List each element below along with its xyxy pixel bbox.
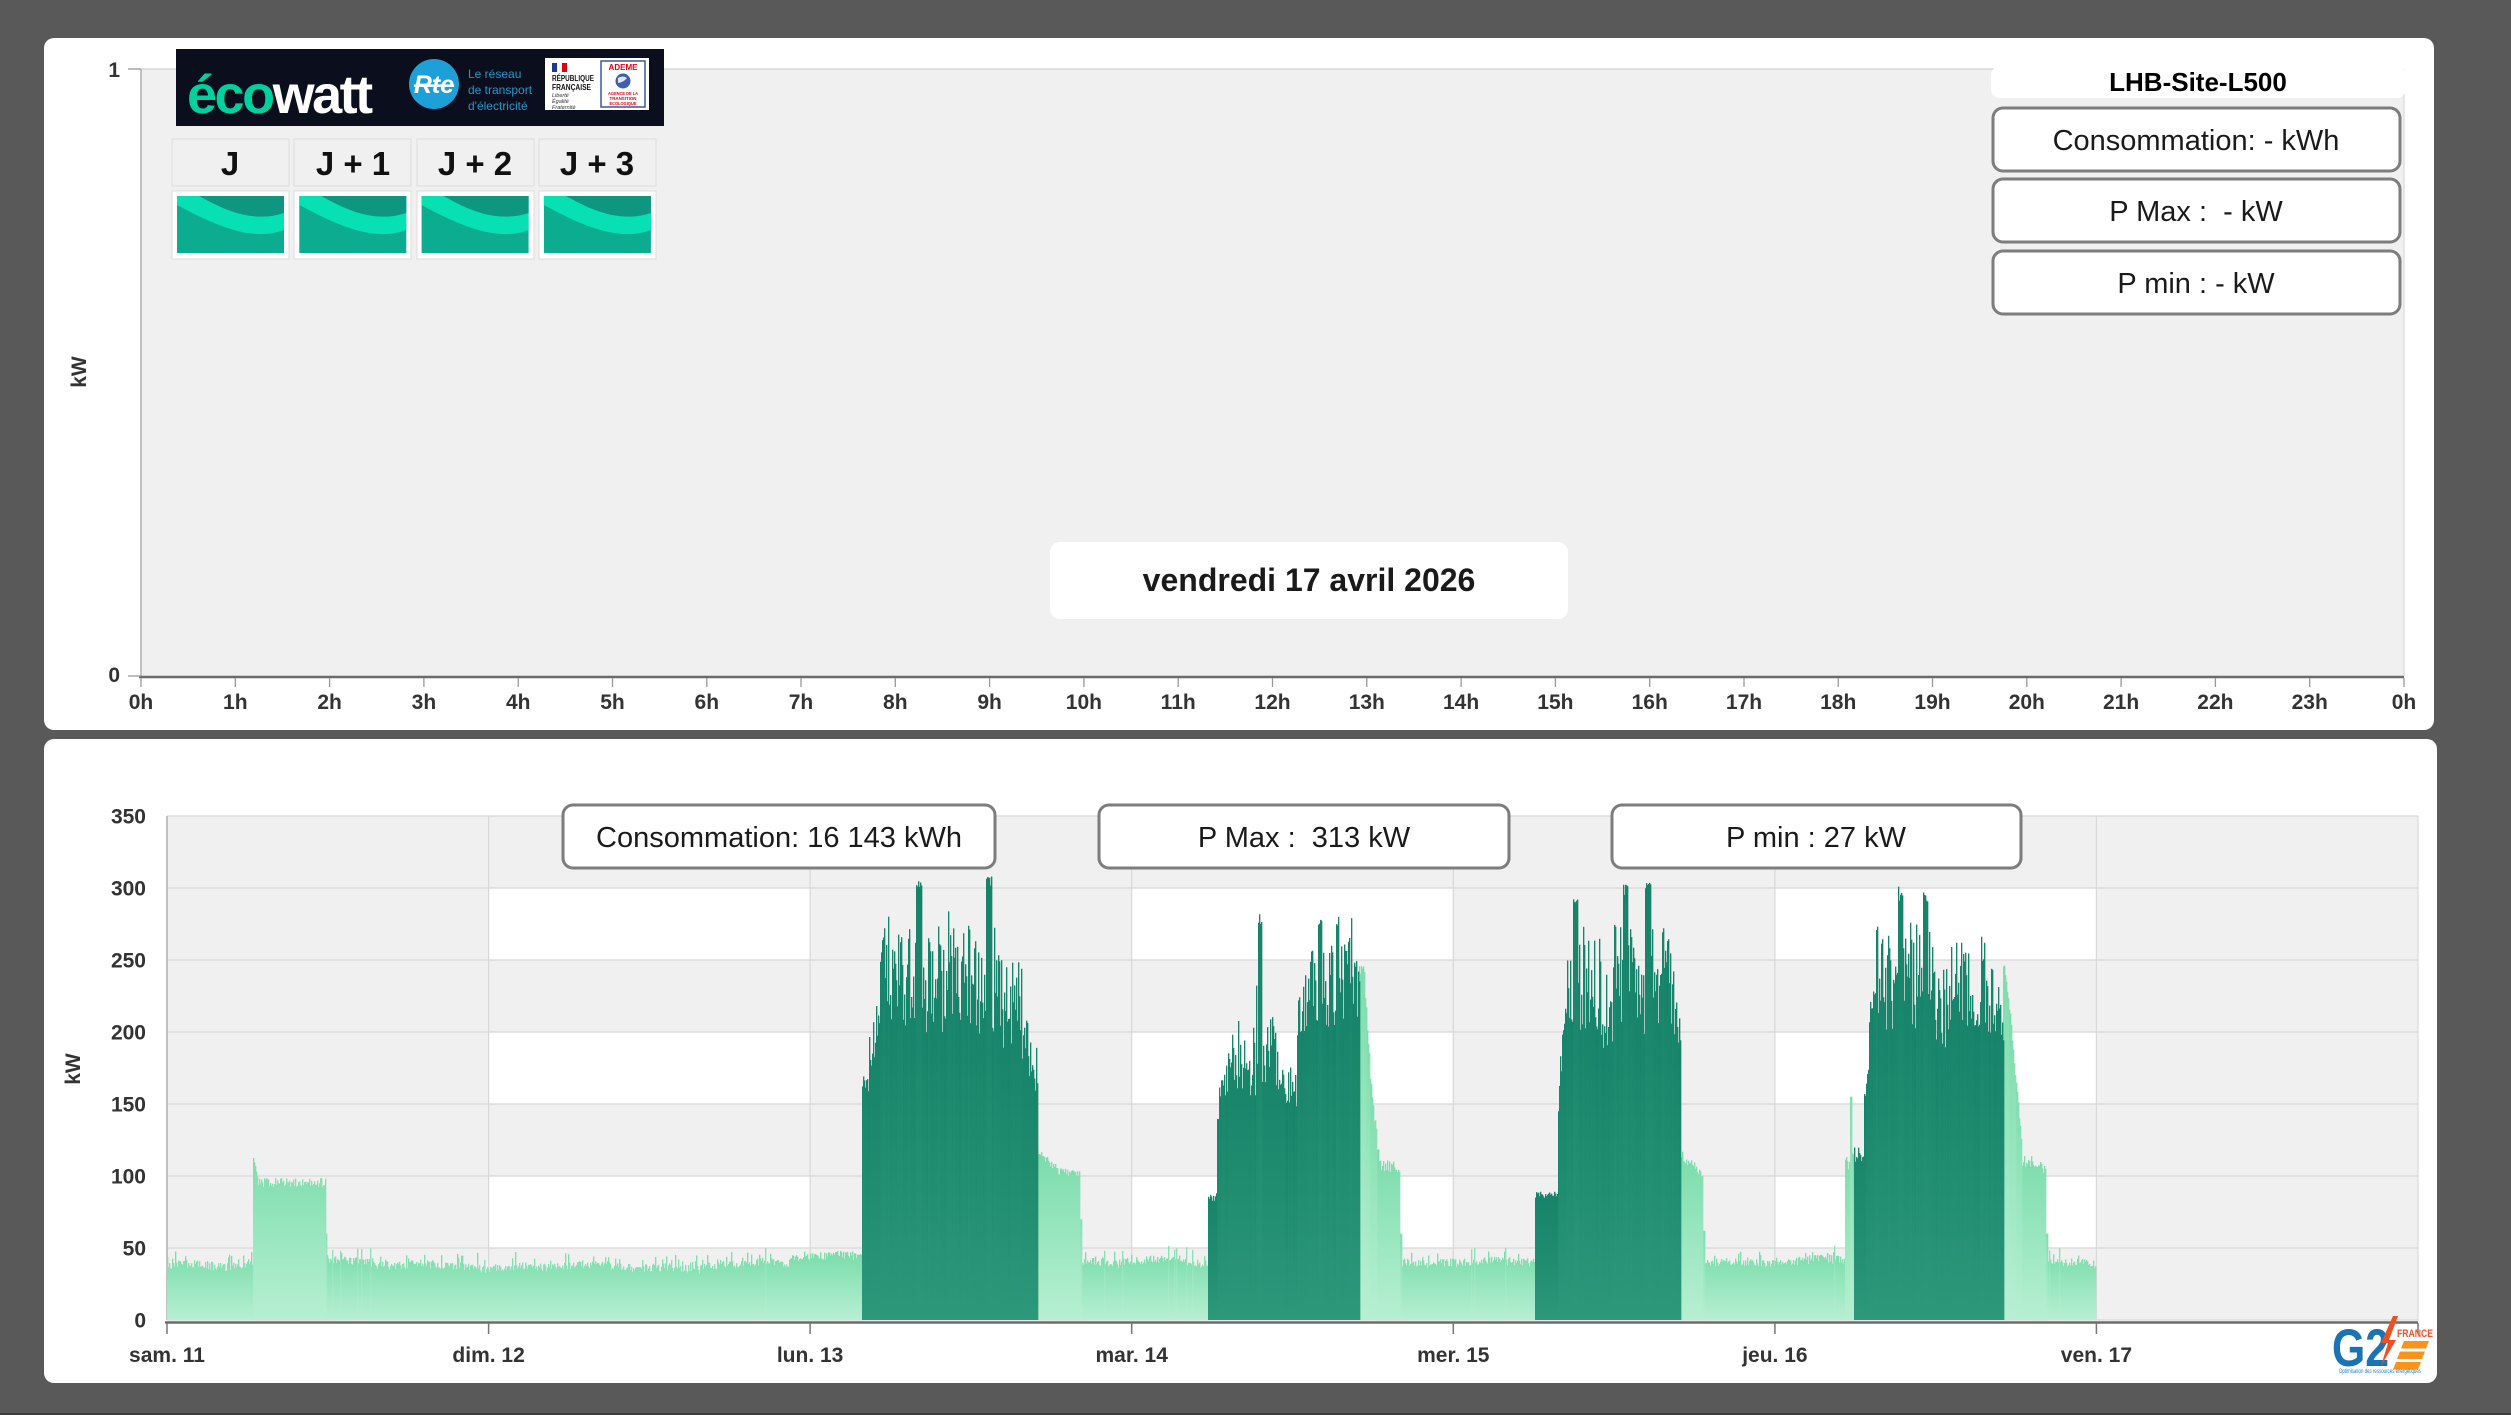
svg-text:250: 250 — [111, 950, 146, 973]
svg-text:d'électricité: d'électricité — [468, 99, 528, 113]
svg-text:Consommation: - kWh: Consommation: - kWh — [2053, 125, 2340, 157]
svg-text:150: 150 — [111, 1094, 146, 1117]
svg-text:P min : 27 kW: P min : 27 kW — [1726, 822, 1907, 854]
svg-text:7h: 7h — [789, 691, 814, 714]
svg-text:3h: 3h — [412, 691, 437, 714]
svg-text:1: 1 — [108, 59, 120, 82]
svg-text:Rte: Rte — [414, 71, 454, 99]
svg-text:RÉPUBLIQUE: RÉPUBLIQUE — [552, 74, 595, 83]
svg-text:LHB-Site-L500: LHB-Site-L500 — [2109, 67, 2287, 97]
svg-text:FRANÇAISE: FRANÇAISE — [552, 83, 592, 92]
svg-text:ven. 17: ven. 17 — [2061, 1344, 2132, 1367]
svg-text:20h: 20h — [2009, 691, 2045, 714]
svg-text:10h: 10h — [1066, 691, 1102, 714]
svg-text:0: 0 — [108, 664, 120, 687]
svg-text:kW: kW — [68, 356, 91, 388]
svg-text:21h: 21h — [2103, 691, 2139, 714]
svg-text:P Max : - kW: P Max : - kW — [2109, 196, 2283, 228]
svg-text:14h: 14h — [1443, 691, 1479, 714]
svg-text:100: 100 — [111, 1166, 146, 1189]
svg-text:11h: 11h — [1161, 691, 1196, 714]
svg-text:ADEME: ADEME — [609, 63, 639, 72]
svg-text:300: 300 — [111, 878, 146, 901]
svg-text:dim. 12: dim. 12 — [452, 1344, 524, 1367]
svg-text:TRANSITION: TRANSITION — [610, 96, 637, 101]
svg-text:mar. 14: mar. 14 — [1095, 1344, 1168, 1367]
svg-text:4h: 4h — [506, 691, 531, 714]
svg-text:AGENCE DE LA: AGENCE DE LA — [608, 91, 638, 96]
svg-text:lun. 13: lun. 13 — [777, 1344, 844, 1367]
svg-text:J + 1: J + 1 — [316, 145, 390, 182]
svg-text:Le réseau: Le réseau — [468, 67, 521, 81]
svg-text:mer. 15: mer. 15 — [1417, 1344, 1490, 1367]
svg-text:kW: kW — [62, 1053, 85, 1085]
svg-text:écowatt: écowatt — [187, 65, 373, 125]
svg-text:18h: 18h — [1820, 691, 1856, 714]
svg-text:19h: 19h — [1914, 691, 1950, 714]
svg-text:vendredi 17 avril 2026: vendredi 17 avril 2026 — [1143, 562, 1476, 598]
svg-text:350: 350 — [111, 806, 146, 829]
svg-text:9h: 9h — [977, 691, 1002, 714]
svg-text:FRANCE: FRANCE — [2397, 1328, 2433, 1340]
svg-text:G2: G2 — [2332, 1319, 2389, 1378]
svg-text:Fraternité: Fraternité — [552, 105, 576, 111]
svg-text:200: 200 — [111, 1022, 146, 1045]
svg-text:sam. 11: sam. 11 — [129, 1344, 205, 1367]
svg-text:0: 0 — [134, 1310, 146, 1333]
svg-text:J: J — [221, 145, 239, 182]
svg-text:8h: 8h — [883, 691, 908, 714]
svg-text:17h: 17h — [1726, 691, 1762, 714]
svg-text:P min : - kW: P min : - kW — [2117, 268, 2275, 300]
svg-text:16h: 16h — [1632, 691, 1668, 714]
svg-text:22h: 22h — [2197, 691, 2233, 714]
svg-text:2h: 2h — [317, 691, 342, 714]
svg-text:50: 50 — [123, 1238, 146, 1261]
svg-text:12h: 12h — [1254, 691, 1290, 714]
svg-text:J + 2: J + 2 — [438, 145, 512, 182]
svg-text:0h: 0h — [129, 691, 154, 714]
svg-text:1h: 1h — [223, 691, 248, 714]
svg-text:23h: 23h — [2292, 691, 2328, 714]
svg-text:de transport: de transport — [468, 83, 533, 97]
svg-text:J + 3: J + 3 — [560, 145, 634, 182]
svg-text:Liberté: Liberté — [552, 93, 569, 99]
svg-text:P Max : 313 kW: P Max : 313 kW — [1198, 822, 1411, 854]
svg-text:ÉCOLOGIQUE: ÉCOLOGIQUE — [610, 101, 637, 106]
svg-text:5h: 5h — [600, 691, 625, 714]
svg-text:6h: 6h — [695, 691, 720, 714]
svg-text:0h: 0h — [2392, 691, 2417, 714]
svg-text:13h: 13h — [1349, 691, 1385, 714]
svg-text:Optimisation des ressources én: Optimisation des ressources énergétiques — [2339, 1369, 2421, 1375]
svg-text:Consommation: 16 143 kWh: Consommation: 16 143 kWh — [596, 822, 962, 854]
svg-text:Égalité: Égalité — [552, 98, 569, 105]
svg-text:15h: 15h — [1537, 691, 1573, 714]
svg-text:jeu. 16: jeu. 16 — [1741, 1344, 1807, 1367]
